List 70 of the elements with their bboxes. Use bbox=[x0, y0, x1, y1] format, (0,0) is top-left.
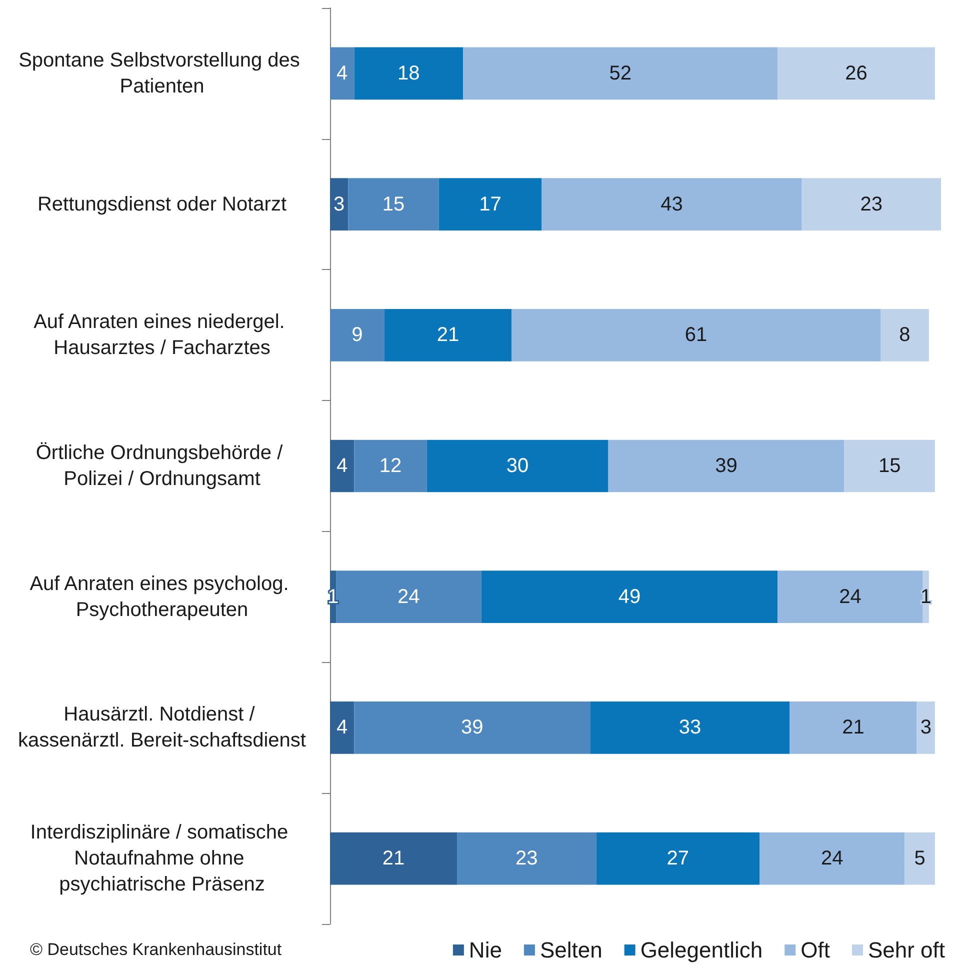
bar bbox=[384, 308, 512, 362]
data-label: 24 bbox=[398, 586, 420, 608]
legend-label: Oft bbox=[800, 938, 830, 962]
data-label: 12 bbox=[379, 455, 402, 477]
bar bbox=[457, 832, 596, 885]
bar bbox=[596, 832, 760, 885]
data-label: 61 bbox=[684, 324, 708, 346]
data-label: 15 bbox=[878, 455, 901, 477]
bar bbox=[438, 178, 542, 230]
bar bbox=[354, 440, 427, 492]
data-label: 52 bbox=[609, 62, 632, 84]
bar bbox=[481, 570, 778, 624]
data-label: 21 bbox=[436, 324, 460, 346]
data-label: 8 bbox=[899, 324, 910, 346]
y-tick-label: Spontane Selbstvorstellung des Patienten bbox=[18, 49, 306, 98]
bar bbox=[608, 440, 844, 492]
data-label: 23 bbox=[515, 848, 538, 870]
data-label: 23 bbox=[860, 193, 883, 216]
bar bbox=[590, 702, 790, 754]
y-tick-label: Auf Anraten eines niedergel. Hausarztes / Facharztes bbox=[34, 311, 290, 360]
bar bbox=[330, 308, 384, 362]
bar bbox=[336, 570, 482, 624]
data-label: 4 bbox=[336, 62, 348, 84]
data-label: 3 bbox=[920, 716, 932, 739]
bar bbox=[542, 178, 802, 230]
data-label: 15 bbox=[382, 193, 405, 216]
data-label: 24 bbox=[839, 586, 862, 608]
data-label: 4 bbox=[336, 716, 348, 739]
bar bbox=[760, 832, 905, 885]
data-label: 4 bbox=[336, 455, 348, 477]
legend-label: Gelegentlich bbox=[640, 938, 763, 962]
bar bbox=[354, 47, 464, 100]
bar bbox=[463, 47, 778, 100]
text: © Deutsches Krankenhausinstitut bbox=[30, 940, 282, 959]
data-label: 17 bbox=[479, 193, 502, 216]
bar bbox=[790, 702, 917, 754]
y-tick-label: Auf Anraten eines psycholog. Psychotherapeuten bbox=[30, 572, 294, 621]
data-label: 3 bbox=[334, 193, 345, 216]
data-label: 30 bbox=[506, 455, 529, 477]
data-label: 49 bbox=[618, 586, 641, 608]
bar bbox=[354, 702, 590, 754]
legend-label: Nie bbox=[468, 938, 502, 962]
legend-label: Selten bbox=[540, 938, 602, 962]
bar bbox=[511, 308, 881, 362]
data-label: 39 bbox=[715, 455, 738, 477]
data-label: 24 bbox=[820, 848, 844, 870]
bar bbox=[844, 440, 935, 492]
bar bbox=[778, 570, 923, 624]
legend-label: Sehr oft bbox=[868, 938, 946, 962]
y-tick-label: Rettungsdienst oder Notarzt bbox=[37, 193, 287, 216]
bar bbox=[802, 178, 941, 230]
data-label: 1 bbox=[920, 586, 932, 608]
data-label: 27 bbox=[666, 848, 689, 870]
data-label: 33 bbox=[678, 716, 702, 739]
bar bbox=[348, 178, 439, 230]
data-label: 9 bbox=[352, 324, 363, 346]
data-label: 43 bbox=[660, 193, 683, 216]
data-label: 39 bbox=[461, 716, 484, 739]
y-tick-label: Örtliche Ordnungsbehörde / Polizei / Ordnungsamt bbox=[36, 442, 288, 490]
data-label: 18 bbox=[398, 62, 420, 84]
data-label: 26 bbox=[845, 62, 868, 84]
bar bbox=[426, 440, 608, 492]
bar bbox=[330, 832, 458, 885]
data-label: 21 bbox=[382, 848, 405, 870]
data-label: 21 bbox=[842, 716, 864, 739]
bar bbox=[778, 47, 935, 100]
y-tick-label: Hausärztl. Notdienst / kassenärztl. Bereit-schaftsdienst bbox=[18, 704, 306, 752]
y-tick-label: Interdisziplinäre / somatische Notaufnahme ohne psychiatrische Präsenz bbox=[30, 822, 294, 896]
data-label: 5 bbox=[914, 848, 926, 870]
bar bbox=[880, 308, 929, 362]
